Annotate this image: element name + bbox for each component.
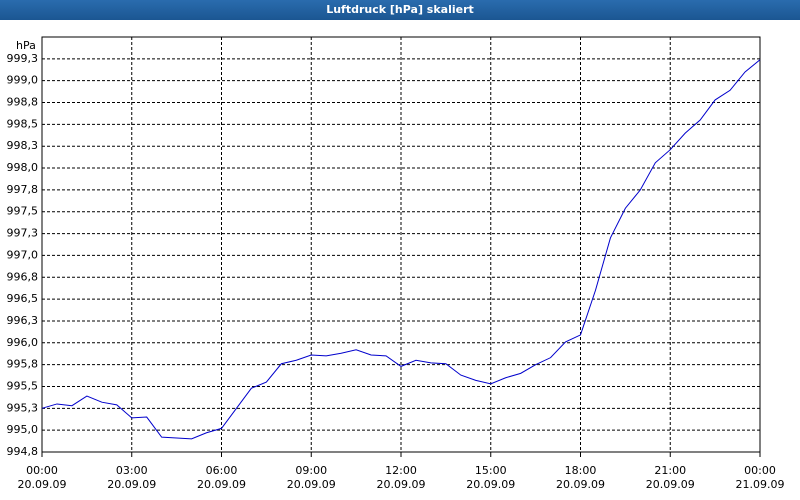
x-tick-label: 06:00 20.09.09 [197,464,246,491]
y-tick-label: 995,0 [7,423,39,436]
y-tick-label: 997,3 [7,227,39,240]
y-tick-label: 997,5 [7,205,39,218]
y-tick-label: 998,5 [7,117,39,130]
line [41,59,761,440]
y-tick-label: 996,0 [7,336,39,349]
y-tick-label: 997,0 [7,248,39,261]
x-tick-label: 03:00 20.09.09 [107,464,157,491]
y-unit: hPa [16,39,36,52]
y-tick-label: 996,3 [7,314,39,327]
y-tick-label: 996,8 [7,270,39,283]
x-tick-label: 18:00 20.09.09 [556,464,605,491]
y-tick-label: 998,0 [7,161,39,174]
y-tick-label: 995,5 [7,379,39,392]
x-tick-label: 15:00 20.09.09 [466,464,516,491]
y-tick-label: 999,3 [7,52,39,65]
title-bar: Luftdruck [hPa] skaliert [0,0,800,20]
y-tick-label: 994,8 [7,445,39,458]
plot-frame [41,36,761,453]
y-tick-label: 995,8 [7,358,39,371]
y-tick-label: 998,3 [7,139,39,152]
x-tick-label: 00:00 20.09.09 [17,464,67,491]
x-tick-label: 12:00 20.09.09 [376,464,426,491]
y-tick-label: 997,8 [7,183,39,196]
y-tick-label: 998,8 [7,96,39,109]
y-tick-label: 995,3 [7,401,39,414]
x-tick-label: 09:00 20.09.09 [286,464,336,491]
y-tick-label: 996,5 [7,292,39,305]
x-tick-label: 00:00 21.09.09 [735,464,785,491]
y-tick-label: 999,0 [7,74,39,87]
x-tick-label: 21:00 20.09.09 [645,464,695,491]
